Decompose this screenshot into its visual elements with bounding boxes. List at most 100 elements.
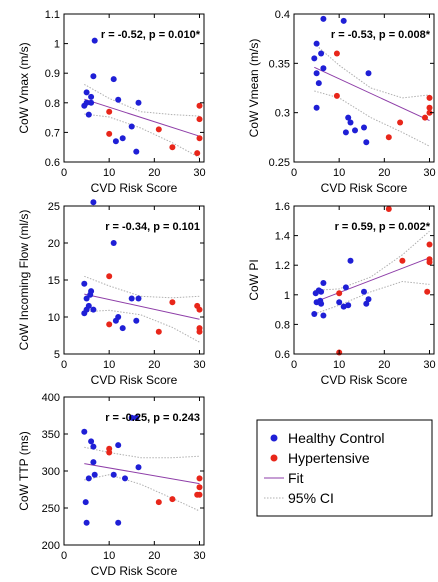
y-tick-label: 5	[54, 349, 60, 361]
healthy-point	[318, 288, 325, 295]
y-tick-label: 1.1	[45, 9, 60, 21]
healthy-point	[361, 288, 367, 295]
x-axis-label: CVD Risk Score	[321, 373, 408, 387]
healthy-point	[342, 284, 349, 291]
panel-cow-incoming-flow: 0 10 20 30 5 10 15 20 25 CVD Risk Score CoW Incomi…	[17, 199, 206, 387]
hypertensive-point	[106, 130, 113, 137]
plot-frame	[63, 13, 205, 163]
x-axis-label: CVD Risk Score	[91, 181, 178, 195]
healthy-point	[128, 295, 135, 302]
hypertensive-point	[336, 290, 343, 297]
hypertensive-point	[169, 496, 176, 503]
legend-ci-label: 95% CI	[288, 490, 334, 506]
healthy-point	[133, 148, 140, 155]
healthy-point	[345, 302, 352, 309]
healthy-point	[135, 99, 142, 106]
x-tick-label: 10	[103, 167, 115, 179]
x-tick-label: 20	[148, 359, 160, 371]
y-tick-label: 1.6	[275, 201, 290, 213]
ci-upper-line	[313, 43, 430, 99]
healthy-point	[365, 70, 372, 77]
fit-line	[84, 463, 200, 485]
healthy-point	[85, 475, 92, 482]
healthy-point	[83, 99, 90, 106]
healthy-point	[91, 37, 98, 44]
hypertensive-point	[194, 150, 201, 157]
legend-box	[256, 419, 433, 517]
y-tick-label: 10	[48, 312, 60, 324]
hypertensive-point	[426, 104, 433, 111]
healthy-point	[135, 464, 142, 471]
healthy-point	[90, 73, 97, 80]
panel-cow-ttp: 0 10 20 30 200 250 300 350 400 CVD Risk Score CoW …	[17, 392, 206, 578]
hypertensive-point	[399, 257, 406, 264]
x-tick-label: 0	[291, 359, 297, 371]
healthy-point	[340, 303, 347, 310]
healthy-point	[352, 127, 358, 134]
hypertensive-point	[196, 491, 203, 498]
healthy-point	[340, 17, 347, 24]
hypertensive-point	[196, 135, 203, 142]
hypertensive-point	[169, 144, 176, 151]
legend: Healthy Control Hypertensive Fit 95% CI	[256, 419, 433, 517]
x-tick-label: 30	[423, 167, 435, 179]
hypertensive-point	[106, 321, 113, 328]
hypertensive-point	[426, 241, 433, 248]
healthy-point	[83, 89, 90, 96]
healthy-point	[81, 280, 88, 287]
healthy-point	[365, 296, 372, 303]
legend-hypertensive-marker	[270, 454, 278, 462]
legend-healthy-label: Healthy Control	[288, 430, 385, 446]
healthy-point	[119, 135, 126, 142]
y-tick-label: 0.6	[45, 157, 60, 169]
ci-lower-line	[314, 280, 430, 315]
healthy-point	[347, 257, 354, 264]
x-tick-label: 10	[103, 359, 115, 371]
hypertensive-point	[106, 108, 113, 115]
hypertensive-point	[106, 273, 113, 280]
hypertensive-point	[333, 92, 340, 99]
healthy-point	[315, 80, 322, 87]
healthy-point	[88, 288, 95, 295]
healthy-point	[135, 295, 142, 302]
healthy-point	[313, 40, 320, 47]
y-tick-label: 25	[48, 201, 60, 213]
panel-cow-vmax: 0 10 20 30 0.6 0.7 0.8 0.9 1 1.1 CVD Risk Score CoW…	[17, 9, 206, 195]
healthy-point	[83, 295, 90, 302]
healthy-point	[82, 499, 89, 506]
y-tick-label: 0.8	[275, 319, 290, 331]
healthy-point	[85, 111, 92, 118]
healthy-point	[133, 414, 140, 421]
x-tick-label: 20	[148, 550, 160, 562]
fit-line	[314, 257, 430, 303]
healthy-point	[112, 138, 119, 145]
healthy-point	[342, 129, 349, 136]
fit-line	[314, 66, 430, 122]
healthy-point	[119, 325, 126, 332]
healthy-point	[115, 519, 122, 526]
stat-annotation: r = 0.59, p = 0.002*	[335, 221, 431, 233]
healthy-point	[90, 306, 97, 313]
y-tick-label: 0.4	[275, 9, 290, 21]
y-tick-label: 200	[42, 540, 60, 552]
x-axis-label: CVD Risk Score	[321, 181, 408, 195]
hypertensive-point	[426, 256, 433, 263]
healthy-point	[88, 93, 95, 100]
healthy-point	[110, 240, 117, 246]
healthy-point	[320, 280, 327, 286]
fit-line	[84, 293, 200, 320]
hypertensive-point	[333, 50, 340, 57]
healthy-point	[363, 300, 370, 307]
y-tick-label: 0.35	[269, 58, 290, 70]
hypertensive-point	[426, 109, 433, 116]
legend-healthy-marker	[270, 434, 278, 442]
y-axis-label: CoW PI	[247, 259, 261, 300]
ci-upper-line	[84, 83, 200, 117]
healthy-point	[90, 459, 97, 466]
hypertensive-point	[155, 328, 162, 335]
y-tick-label: 1	[54, 39, 60, 51]
healthy-point	[311, 55, 318, 62]
y-axis-label: CoW TTP (ms)	[17, 431, 31, 511]
healthy-point	[133, 317, 140, 324]
